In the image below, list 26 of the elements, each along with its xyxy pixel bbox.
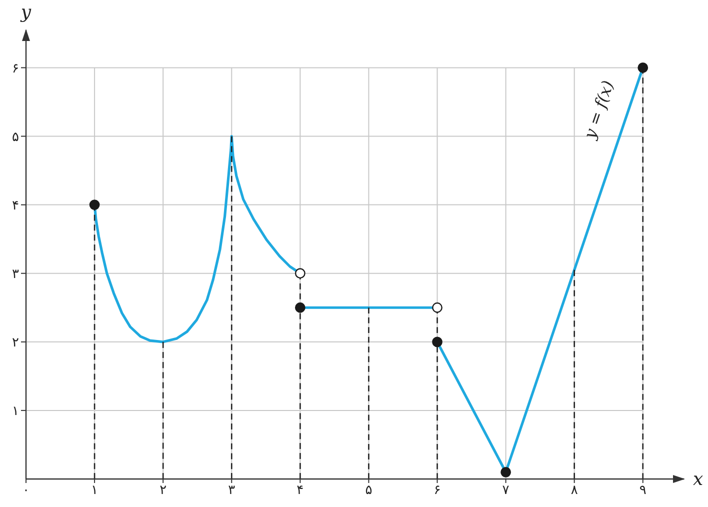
x-tick-label: ۶ <box>434 483 441 498</box>
x-tick-label: ۵ <box>365 483 372 498</box>
y-tick-label: ۱ <box>12 404 19 420</box>
y-tick-label: ۲ <box>12 336 20 351</box>
point <box>432 336 442 348</box>
x-tick-label: ۸ <box>570 483 578 498</box>
y-axis-title: y <box>20 2 32 23</box>
point <box>500 466 511 478</box>
x-tick-label: ۱ <box>91 483 98 498</box>
x-tick-label: ۷ <box>502 483 510 498</box>
x-axis-title: x <box>693 469 704 490</box>
x-tick-label: ۳ <box>228 483 236 498</box>
annotation: y = f(x) <box>580 78 618 142</box>
x-tick-label: ۰ <box>22 483 30 498</box>
x-tick-label: ۴ <box>296 483 304 498</box>
point <box>89 200 100 210</box>
y-tick-label: ۴ <box>12 198 20 214</box>
x-tick-label: ۲ <box>160 483 167 498</box>
x-tick-label: ۹ <box>639 483 646 498</box>
y-tick-label: ۶ <box>12 61 19 76</box>
point <box>432 302 442 313</box>
point <box>294 302 306 313</box>
y-tick-label: ۵ <box>12 130 20 145</box>
point <box>638 62 648 73</box>
point <box>294 268 306 279</box>
y-tick-label: ۳ <box>12 266 20 282</box>
